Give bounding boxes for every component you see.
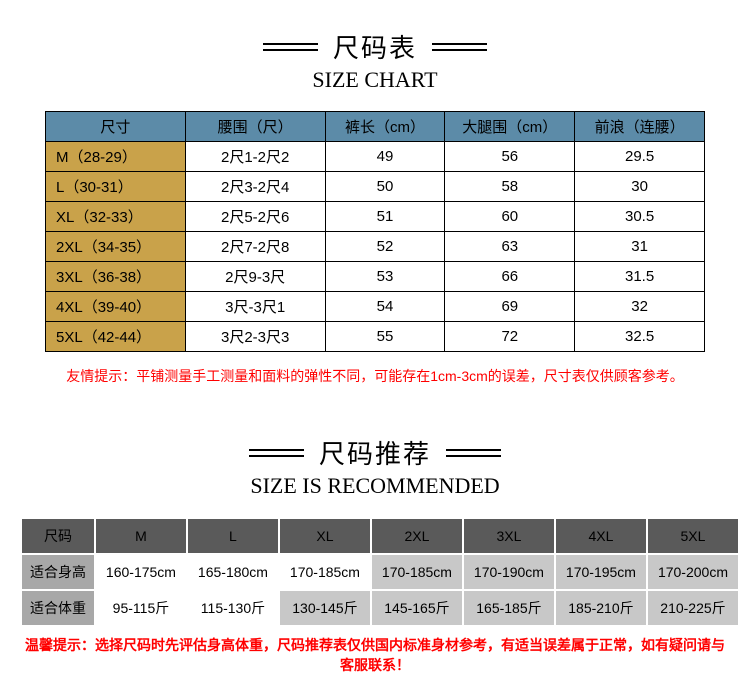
chart-header-cell: 裤长（cm） bbox=[325, 112, 445, 142]
rec-cell: 145-165斤 bbox=[372, 591, 462, 625]
rec-header-cell: XL bbox=[280, 519, 370, 553]
chart-cell: 60 bbox=[445, 202, 575, 232]
chart-cell: 51 bbox=[325, 202, 445, 232]
chart-cell: L（30-31） bbox=[46, 172, 186, 202]
rec-header-cell: 尺码 bbox=[22, 519, 94, 553]
size-rec-heading-en: SIZE IS RECOMMENDED bbox=[20, 473, 730, 499]
rec-cell: 170-200cm bbox=[648, 555, 738, 589]
chart-cell: 52 bbox=[325, 232, 445, 262]
chart-cell: 72 bbox=[445, 322, 575, 352]
chart-header-cell: 腰围（尺） bbox=[185, 112, 325, 142]
size-rec-heading-ch: 尺码推荐 bbox=[309, 434, 441, 471]
size-chart-tip: 友情提示：平铺测量手工测量和面料的弹性不同，可能存在1cm-3cm的误差，尺寸表… bbox=[20, 366, 730, 386]
size-chart-heading: 尺码表 SIZE CHART bbox=[20, 28, 730, 93]
chart-cell: 3尺-3尺1 bbox=[185, 292, 325, 322]
chart-cell: 2尺1-2尺2 bbox=[185, 142, 325, 172]
rec-row-label: 适合身高 bbox=[22, 555, 94, 589]
chart-cell: 2尺7-2尺8 bbox=[185, 232, 325, 262]
rec-header-cell: L bbox=[188, 519, 278, 553]
chart-cell: 49 bbox=[325, 142, 445, 172]
rec-cell: 170-190cm bbox=[464, 555, 554, 589]
chart-cell: 50 bbox=[325, 172, 445, 202]
chart-cell: 56 bbox=[445, 142, 575, 172]
size-chart-table: 尺寸腰围（尺）裤长（cm）大腿围（cm）前浪（连腰） M（28-29）2尺1-2… bbox=[45, 111, 705, 352]
chart-cell: 32 bbox=[575, 292, 705, 322]
chart-cell: 5XL（42-44） bbox=[46, 322, 186, 352]
rec-header-cell: 3XL bbox=[464, 519, 554, 553]
chart-cell: 53 bbox=[325, 262, 445, 292]
rec-header-cell: 4XL bbox=[556, 519, 646, 553]
size-rec-body: 适合身高160-175cm165-180cm170-185cm170-185cm… bbox=[22, 555, 738, 625]
chart-cell: 31.5 bbox=[575, 262, 705, 292]
chart-header-cell: 尺寸 bbox=[46, 112, 186, 142]
chart-cell: 63 bbox=[445, 232, 575, 262]
chart-cell: 29.5 bbox=[575, 142, 705, 172]
chart-cell: 55 bbox=[325, 322, 445, 352]
chart-header-cell: 前浪（连腰） bbox=[575, 112, 705, 142]
rec-header-cell: M bbox=[96, 519, 186, 553]
size-chart-head: 尺寸腰围（尺）裤长（cm）大腿围（cm）前浪（连腰） bbox=[46, 112, 705, 142]
chart-cell: 32.5 bbox=[575, 322, 705, 352]
chart-cell: 2尺5-2尺6 bbox=[185, 202, 325, 232]
chart-cell: 54 bbox=[325, 292, 445, 322]
rec-header-cell: 5XL bbox=[648, 519, 738, 553]
chart-cell: M（28-29） bbox=[46, 142, 186, 172]
chart-cell: 2XL（34-35） bbox=[46, 232, 186, 262]
chart-header-cell: 大腿围（cm） bbox=[445, 112, 575, 142]
rec-cell: 170-195cm bbox=[556, 555, 646, 589]
size-chart-heading-en: SIZE CHART bbox=[20, 67, 730, 93]
chart-cell: 31 bbox=[575, 232, 705, 262]
rec-cell: 95-115斤 bbox=[96, 591, 186, 625]
rec-cell: 210-225斤 bbox=[648, 591, 738, 625]
rec-cell: 165-180cm bbox=[188, 555, 278, 589]
chart-cell: XL（32-33） bbox=[46, 202, 186, 232]
size-rec-tip: 温馨提示：选择尺码时先评估身高体重，尺码推荐表仅供国内标准身材参考，有适当误差属… bbox=[20, 635, 730, 675]
rec-cell: 185-210斤 bbox=[556, 591, 646, 625]
chart-cell: 30 bbox=[575, 172, 705, 202]
chart-cell: 58 bbox=[445, 172, 575, 202]
size-chart-body: M（28-29）2尺1-2尺2495629.5 L（30-31）2尺3-2尺450… bbox=[46, 142, 705, 352]
rec-cell: 130-145斤 bbox=[280, 591, 370, 625]
rec-cell: 115-130斤 bbox=[188, 591, 278, 625]
chart-cell: 30.5 bbox=[575, 202, 705, 232]
rec-cell: 170-185cm bbox=[372, 555, 462, 589]
chart-cell: 69 bbox=[445, 292, 575, 322]
rec-cell: 170-185cm bbox=[280, 555, 370, 589]
size-rec-head: 尺码MLXL2XL3XL4XL5XL bbox=[22, 519, 738, 553]
rec-cell: 160-175cm bbox=[96, 555, 186, 589]
chart-cell: 3XL（36-38） bbox=[46, 262, 186, 292]
size-rec-heading: 尺码推荐 SIZE IS RECOMMENDED bbox=[20, 434, 730, 499]
rec-header-cell: 2XL bbox=[372, 519, 462, 553]
chart-cell: 66 bbox=[445, 262, 575, 292]
rec-row-label: 适合体重 bbox=[22, 591, 94, 625]
size-chart-heading-ch: 尺码表 bbox=[323, 28, 427, 65]
size-rec-table: 尺码MLXL2XL3XL4XL5XL 适合身高160-175cm165-180c… bbox=[20, 517, 740, 627]
chart-cell: 4XL（39-40） bbox=[46, 292, 186, 322]
chart-cell: 2尺9-3尺 bbox=[185, 262, 325, 292]
rec-cell: 165-185斤 bbox=[464, 591, 554, 625]
chart-cell: 3尺2-3尺3 bbox=[185, 322, 325, 352]
chart-cell: 2尺3-2尺4 bbox=[185, 172, 325, 202]
